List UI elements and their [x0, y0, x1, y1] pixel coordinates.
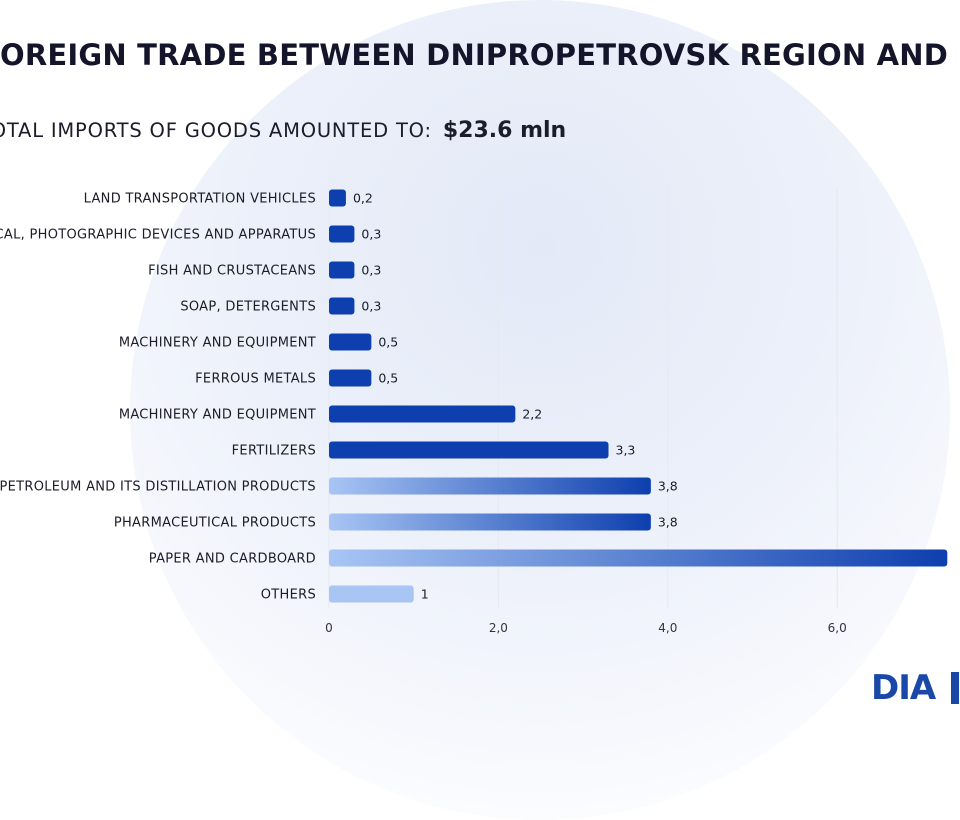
value-label: 0,5 [378, 335, 398, 350]
category-label: OTHERS [261, 588, 316, 603]
category-label: PETROLEUM AND ITS DISTILLATION PRODUCTS [0, 480, 316, 495]
bar [329, 369, 372, 387]
x-tick-label: 2,0 [489, 621, 508, 635]
category-label: SOAP, DETERGENTS [180, 300, 316, 315]
value-label: 0,3 [361, 299, 381, 314]
bar [329, 189, 346, 207]
value-label: 0,3 [361, 227, 381, 242]
x-axis-ticks: 0 2,0 4,0 6,0 [325, 621, 847, 635]
bar [329, 261, 355, 279]
total-amount: $23.6 mln [442, 118, 567, 143]
logo-box: DIA [869, 668, 951, 708]
value-label: 1 [421, 587, 429, 602]
grid-layer [328, 187, 838, 608]
value-label: 0,2 [353, 191, 373, 206]
category-label: FERROUS METALS [195, 372, 316, 387]
bar [329, 549, 948, 567]
bars-layer [329, 189, 948, 603]
subtitle-text: TOTAL IMPORTS OF GOODS AMOUNTED TO: [0, 119, 432, 142]
page-subtitle: TOTAL IMPORTS OF GOODS AMOUNTED TO: $23.… [0, 118, 566, 143]
category-label: LAND TRANSPORTATION VEHICLES [84, 192, 316, 207]
category-label: FISH AND CRUSTACEANS [148, 264, 316, 279]
value-label: 3,8 [658, 515, 678, 530]
category-label: MACHINERY AND EQUIPMENT [119, 408, 316, 423]
bar [329, 333, 372, 351]
bar [329, 297, 355, 315]
page-title: FOREIGN TRADE BETWEEN DNIPROPETROVSK REG… [0, 38, 960, 72]
bar [329, 477, 651, 495]
x-tick-label: 4,0 [658, 621, 677, 635]
category-label: FERTILIZERS [232, 444, 316, 459]
value-label: 0,5 [378, 371, 398, 386]
category-label: PAPER AND CARDBOARD [149, 552, 316, 567]
bar [329, 585, 414, 603]
value-label: 0,3 [361, 263, 381, 278]
category-label: MACHINERY AND EQUIPMENT [119, 336, 316, 351]
logo-text: DIA [871, 668, 936, 708]
labels-layer: LAND TRANSPORTATION VEHICLES 0,2 OPTICAL, … [0, 191, 678, 603]
category-label: OPTICAL, PHOTOGRAPHIC DEVICES AND APPARA… [0, 228, 316, 243]
x-tick-label: 6,0 [828, 621, 847, 635]
bar-chart: LAND TRANSPORTATION VEHICLES 0,2 OPTICAL, … [0, 187, 948, 635]
value-label: 2,2 [522, 407, 542, 422]
background-circle [130, 0, 950, 820]
bar [329, 225, 355, 243]
dia-logo: DIA [869, 668, 960, 708]
x-tick-label: 0 [325, 621, 333, 635]
bar [329, 441, 609, 459]
value-label: 3,3 [616, 443, 636, 458]
bar [329, 513, 651, 531]
category-label: PHARMACEUTICAL PRODUCTS [114, 516, 316, 531]
bar [329, 405, 516, 423]
logo-side-mark [951, 672, 959, 704]
value-label: 3,8 [658, 479, 678, 494]
